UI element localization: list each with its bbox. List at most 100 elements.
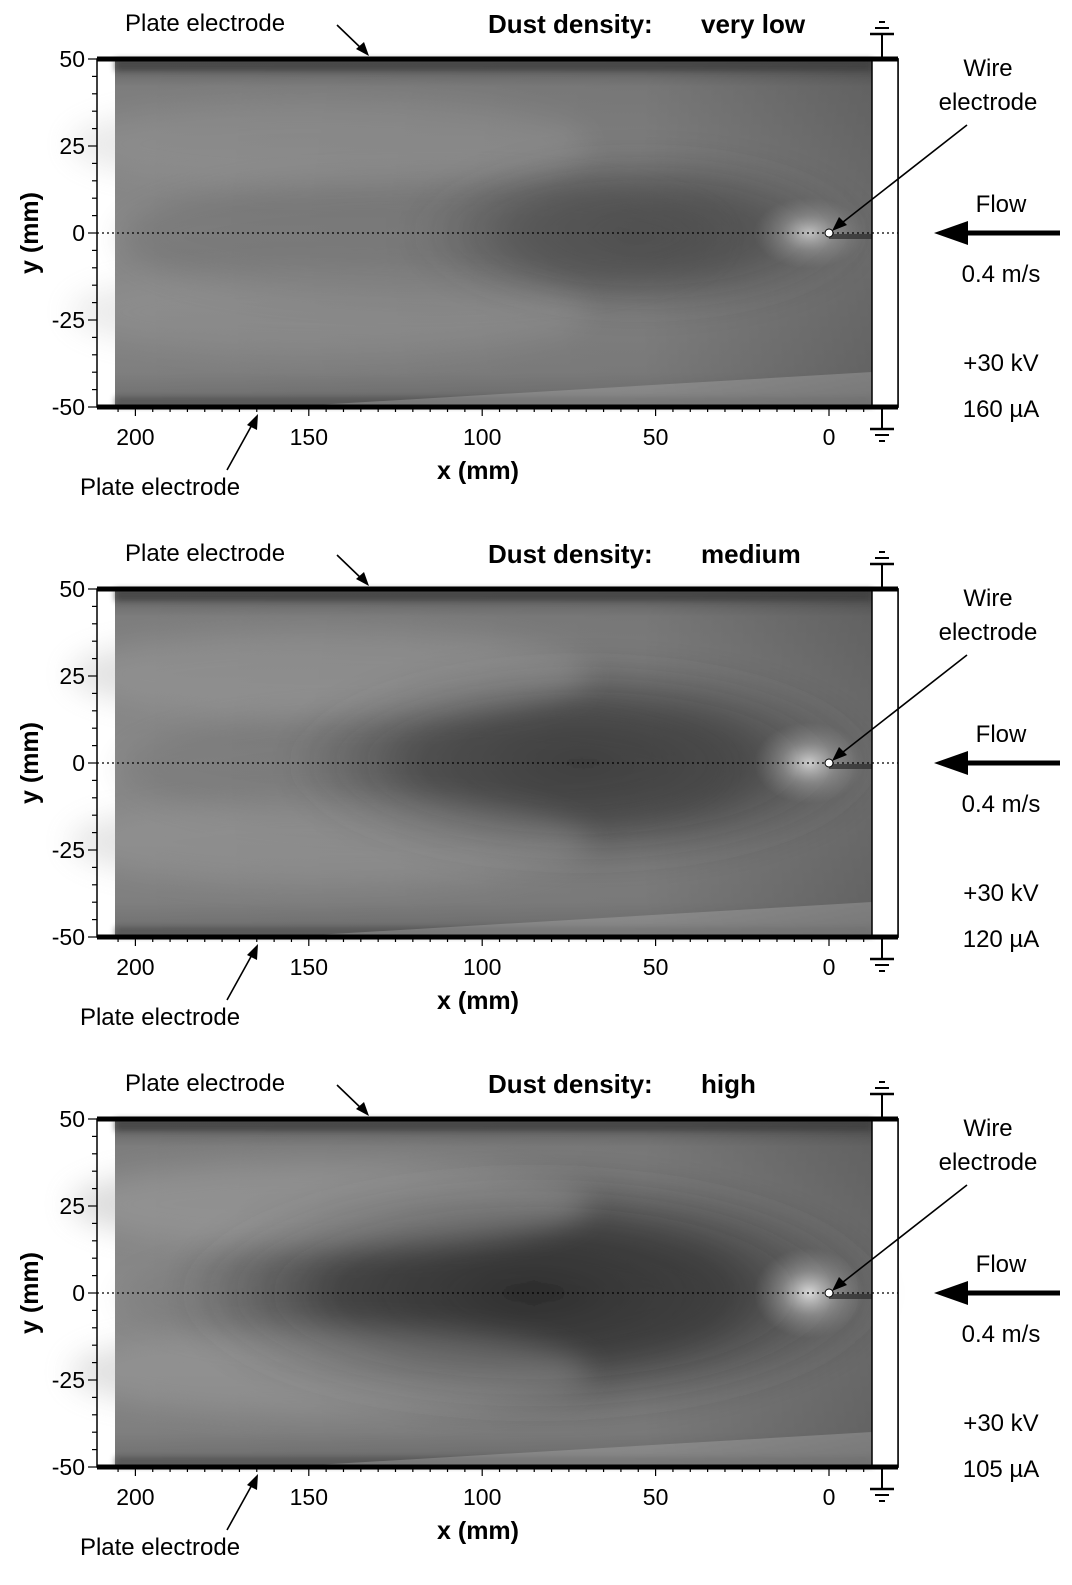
y-tick-label: -50: [52, 1454, 85, 1480]
wire-electrode: [824, 228, 834, 238]
flow-label: Flow: [976, 191, 1027, 218]
y-axis: 50 25 0 -25 -50 y (mm): [16, 46, 97, 420]
x-tick-label: 200: [116, 954, 154, 980]
y-tick-label: 0: [72, 1280, 85, 1306]
y-tick-label: -50: [52, 924, 85, 950]
current-label: 120 µA: [963, 926, 1040, 953]
plate-arrow-bottom: [226, 422, 254, 471]
x-tick-label: 150: [290, 1484, 328, 1510]
plate-arrowhead-bottom: [247, 414, 258, 430]
flow-label: Flow: [976, 721, 1027, 748]
wire-arrowhead: [832, 217, 847, 231]
plate-electrode-label-bottom: Plate electrode: [80, 474, 240, 501]
bottom-edge-shadow: [115, 397, 872, 407]
light-wedge: [315, 372, 872, 405]
inlet-gap: [871, 58, 899, 408]
wire-electrode-label: Wire: [963, 585, 1012, 612]
wire-electrode-label: Wire: [963, 55, 1012, 82]
flow-label: Flow: [976, 1251, 1027, 1278]
inlet-gap: [871, 588, 899, 938]
bottom-edge-shadow: [115, 1457, 872, 1467]
dust-density-label: Dust density:: [488, 539, 653, 569]
top-edge-shadow: [115, 1119, 872, 1131]
dust-density-label: Dust density:: [488, 9, 653, 39]
panel-3: 50 25 0 -25 -50 y (mm) 200 150 100 50 0 x (mm) Plate…: [16, 1069, 1060, 1561]
y-axis-title: y (mm): [16, 192, 44, 274]
voltage-label: +30 kV: [963, 1410, 1038, 1437]
bottom-edge-shadow: [115, 927, 872, 937]
plate-arrowhead-bottom: [247, 1474, 258, 1490]
x-tick-label: 100: [463, 424, 501, 450]
x-axis-title: x (mm): [437, 1517, 519, 1545]
current-label: 160 µA: [963, 396, 1040, 423]
y-tick-label: -25: [52, 837, 85, 863]
y-axis-title: y (mm): [16, 1252, 44, 1334]
plate-electrode-label-bottom: Plate electrode: [80, 1534, 240, 1561]
wire-arrowhead: [832, 747, 847, 761]
x-axis-title: x (mm): [437, 987, 519, 1015]
ground-symbol-bottom: [870, 407, 894, 442]
dust-density-value: high: [701, 1069, 756, 1099]
wire-arrow: [837, 654, 968, 757]
dark-band: [120, 1243, 720, 1353]
voltage-label: +30 kV: [963, 350, 1038, 377]
x-axis: 200 150 100 50 0 x (mm): [116, 937, 865, 1015]
x-axis: 200 150 100 50 0 x (mm): [116, 407, 865, 485]
plate-electrode-label-top: Plate electrode: [125, 1070, 285, 1097]
plate-arrowhead-bottom: [247, 944, 258, 960]
x-tick-label: 0: [823, 954, 836, 980]
light-halo-upper: [70, 1159, 590, 1249]
current-label: 105 µA: [963, 1456, 1040, 1483]
x-axis-title: x (mm): [437, 457, 519, 485]
wire-wake: [829, 764, 872, 769]
light-halo-lower: [70, 267, 590, 357]
panel-2: 50 25 0 -25 -50 y (mm) 200 150 100 50 0 x (mm) Plate…: [16, 539, 1060, 1031]
flow-field-image: [70, 59, 872, 407]
flow-velocity: 0.4 m/s: [962, 1321, 1041, 1348]
dark-band: [120, 710, 720, 826]
inlet-gap: [871, 1118, 899, 1468]
ground-symbol-top: [870, 551, 894, 589]
wire-electrode-label: electrode: [939, 1149, 1038, 1176]
light-wedge: [315, 902, 872, 935]
ground-symbol-bottom: [870, 937, 894, 972]
x-tick-label: 50: [643, 1484, 669, 1510]
plate-arrowhead-top: [356, 42, 369, 56]
x-tick-label: 150: [290, 954, 328, 980]
top-edge-shadow: [115, 589, 872, 601]
x-tick-label: 150: [290, 424, 328, 450]
plate-arrow-bottom: [226, 952, 254, 1001]
light-halo-upper: [70, 629, 590, 719]
ground-symbol-top: [870, 1081, 894, 1119]
wire-electrode-label: electrode: [939, 619, 1038, 646]
y-tick-label: -25: [52, 307, 85, 333]
wire-arrowhead: [832, 1277, 847, 1291]
y-tick-label: 0: [72, 750, 85, 776]
x-axis: 200 150 100 50 0 x (mm): [116, 1467, 865, 1545]
y-tick-label: 0: [72, 220, 85, 246]
flow-arrowhead: [934, 1281, 968, 1305]
flow-field-image: [70, 589, 883, 937]
plate-electrode-label-top: Plate electrode: [125, 540, 285, 567]
x-tick-label: 200: [116, 1484, 154, 1510]
y-tick-label: 50: [59, 46, 85, 72]
wire-arrow: [837, 124, 968, 227]
dust-density-value: very low: [701, 9, 806, 39]
light-wedge: [315, 1432, 872, 1465]
light-halo-upper: [70, 99, 590, 189]
x-tick-label: 0: [823, 1484, 836, 1510]
wire-electrode-label: Wire: [963, 1115, 1012, 1142]
y-axis-title: y (mm): [16, 722, 44, 804]
y-tick-label: 50: [59, 1106, 85, 1132]
wire-electrode-label: electrode: [939, 89, 1038, 116]
ground-symbol-bottom: [870, 1467, 894, 1502]
wire-wake: [829, 234, 872, 239]
x-tick-label: 50: [643, 424, 669, 450]
ground-symbol-top: [870, 21, 894, 59]
flow-arrowhead: [934, 751, 968, 775]
flow-velocity: 0.4 m/s: [962, 791, 1041, 818]
x-tick-label: 200: [116, 424, 154, 450]
light-halo-lower: [70, 797, 590, 887]
y-axis: 50 25 0 -25 -50 y (mm): [16, 1106, 97, 1480]
light-halo-lower: [70, 1327, 590, 1417]
